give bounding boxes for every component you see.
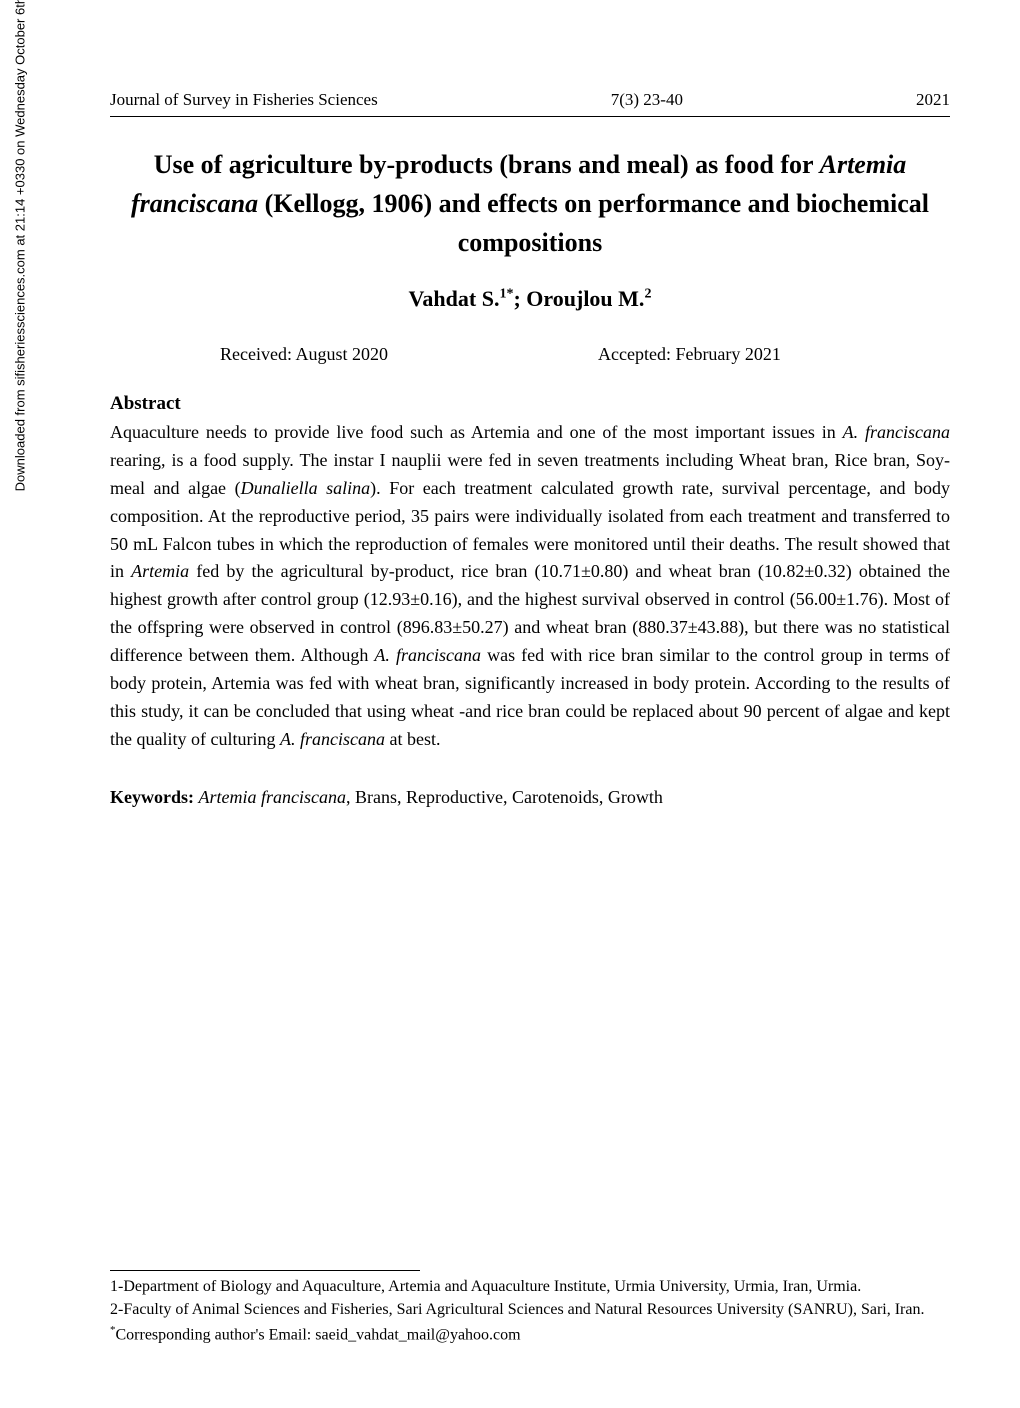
article-authors: Vahdat S.1*; Oroujlou M.2 (110, 286, 950, 312)
year: 2021 (916, 90, 950, 110)
sidebar-metadata: Downloaded from sifisheriessciences.com … (13, 0, 28, 712)
accepted-date: Accepted: February 2021 (598, 344, 781, 365)
keywords-label: Keywords: (110, 787, 194, 807)
footnote-rule (110, 1270, 420, 1271)
keywords-text: Artemia franciscana, Brans, Reproductive… (194, 787, 663, 807)
footnote-affiliation-2: 2-Faculty of Animal Sciences and Fisheri… (110, 1300, 950, 1321)
issue-pages: 7(3) 23-40 (611, 90, 683, 110)
page-content: Journal of Survey in Fisheries Sciences … (110, 90, 950, 1348)
abstract-body: Aquaculture needs to provide live food s… (110, 419, 950, 754)
footnote-corresponding: *Corresponding author's Email: saeid_vah… (110, 1323, 950, 1346)
abstract-heading: Abstract (110, 393, 950, 415)
received-date: Received: August 2020 (220, 344, 388, 365)
dates-line: Received: August 2020 Accepted: February… (110, 344, 950, 365)
footnotes-block: 1-Department of Biology and Aquaculture,… (110, 1270, 950, 1348)
footnote-affiliation-1: 1-Department of Biology and Aquaculture,… (110, 1277, 950, 1298)
running-header: Journal of Survey in Fisheries Sciences … (110, 90, 950, 117)
keywords-line: Keywords: Artemia franciscana, Brans, Re… (110, 784, 950, 811)
journal-name: Journal of Survey in Fisheries Sciences (110, 90, 378, 110)
article-title: Use of agriculture by-products (brans an… (110, 145, 950, 262)
sidebar-downloaded: Downloaded from sifisheriessciences.com … (13, 0, 28, 491)
